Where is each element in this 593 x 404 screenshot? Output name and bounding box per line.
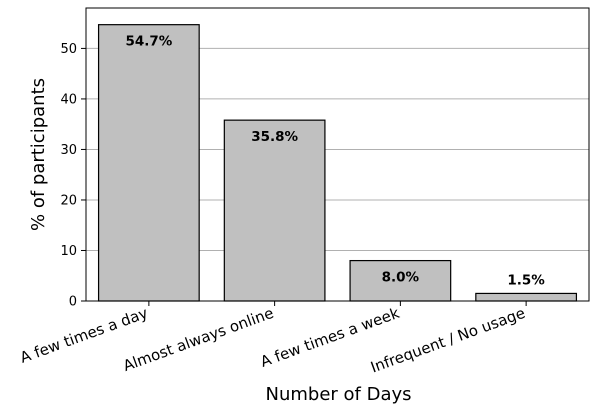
data-label-1: 35.8% [251,129,298,145]
y-tick-label-5: 50 [60,42,77,57]
data-label-0: 54.7% [125,34,172,50]
y-tick-label-4: 40 [60,92,77,107]
y-tick-label-1: 10 [60,244,77,259]
bar-1 [223,119,326,302]
bar-3 [475,292,578,302]
y-axis-title: % of participants [28,78,49,231]
y-tick-label-3: 30 [60,143,77,158]
data-label-2: 8.0% [382,270,420,286]
y-axis: 0 10 20 30 40 50 [60,42,86,310]
data-label-3: 1.5% [507,272,545,288]
x-axis-title: Number of Days [265,384,411,404]
data-labels: 54.7% 35.8% 8.0% 1.5% [125,34,545,289]
y-tick-label-2: 20 [60,193,77,208]
plot-frame [85,7,590,302]
bar-0 [97,24,200,302]
bars [97,24,578,302]
y-tick-label-0: 0 [69,295,77,310]
